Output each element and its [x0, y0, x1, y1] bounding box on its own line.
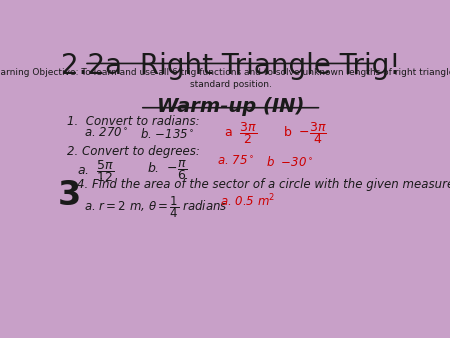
- Text: a. 75$^\circ$: a. 75$^\circ$: [217, 155, 254, 168]
- Text: 2. Convert to degrees:: 2. Convert to degrees:: [67, 145, 200, 158]
- Text: a. 270$^\circ$: a. 270$^\circ$: [84, 127, 129, 140]
- Text: 1.  Convert to radians:: 1. Convert to radians:: [67, 115, 199, 128]
- Text: b.  $-\dfrac{\pi}{6}$: b. $-\dfrac{\pi}{6}$: [147, 158, 187, 182]
- Text: b  $-$30$^\circ$: b $-$30$^\circ$: [266, 155, 313, 169]
- Text: b. $-$135$^\circ$: b. $-$135$^\circ$: [140, 127, 195, 141]
- Text: b  $-\dfrac{3\pi}{4}$: b $-\dfrac{3\pi}{4}$: [283, 120, 327, 146]
- Text: a. $r = 2$ m, $\theta = \dfrac{1}{4}$ radians: a. $r = 2$ m, $\theta = \dfrac{1}{4}$ ra…: [84, 195, 228, 220]
- Text: 2.2a  Right Triangle Trig!: 2.2a Right Triangle Trig!: [61, 52, 400, 80]
- Text: 4. Find the area of the sector of a circle with the given measures:: 4. Find the area of the sector of a circ…: [77, 178, 450, 191]
- Text: a  $\dfrac{3\pi}{2}$: a $\dfrac{3\pi}{2}$: [224, 120, 257, 146]
- Text: a. 0.5 m$^2$: a. 0.5 m$^2$: [220, 193, 275, 210]
- Text: 3: 3: [58, 179, 81, 212]
- Text: Learning Objective: To learn and use all 6 trig functions and to solve unknown l: Learning Objective: To learn and use all…: [0, 68, 450, 89]
- Text: a.  $\dfrac{5\pi}{12}$: a. $\dfrac{5\pi}{12}$: [77, 158, 115, 184]
- Text: Warm-up (IN): Warm-up (IN): [157, 97, 304, 116]
